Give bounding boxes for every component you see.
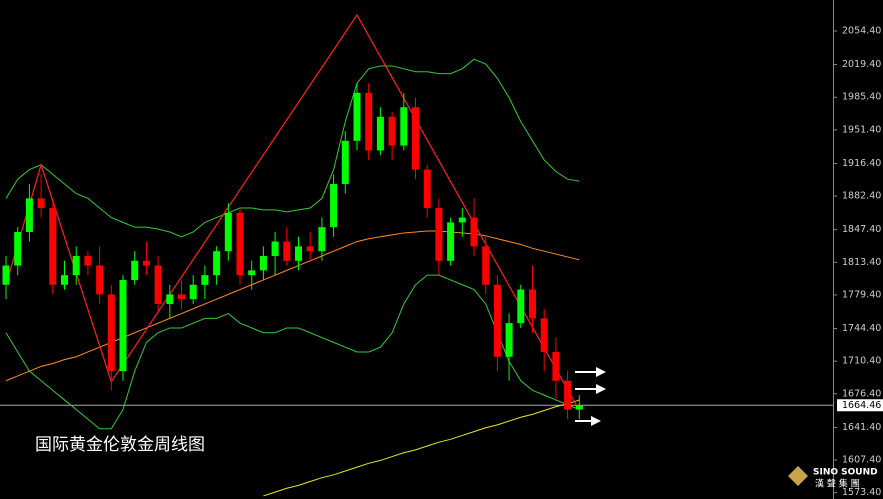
candle-body <box>224 212 232 252</box>
candle-body <box>84 255 92 266</box>
candle-body <box>423 169 431 208</box>
candle-body <box>505 323 513 357</box>
candle-body <box>400 107 408 146</box>
candle-body <box>166 294 174 304</box>
candle-body <box>119 279 127 372</box>
candle-body <box>213 251 221 276</box>
candle-body <box>365 92 373 151</box>
candle-body <box>412 107 419 170</box>
y-tick-label: 1882.40 <box>842 191 881 202</box>
y-tick-label: 1779.40 <box>842 289 881 300</box>
candle-body <box>189 284 197 300</box>
y-tick-label: 1744.40 <box>842 323 881 334</box>
candle-body <box>25 198 33 232</box>
y-tick-label: 1573.40 <box>842 487 881 498</box>
y-tick-label: 1985.40 <box>842 92 881 103</box>
candle-body <box>61 275 68 285</box>
chart-title: 国际黄金伦敦金周线图 <box>35 435 205 455</box>
candle-body <box>482 246 490 285</box>
candle-body <box>49 207 57 285</box>
candle-body <box>529 289 536 319</box>
candle-body <box>178 294 185 300</box>
candle-body <box>2 265 10 285</box>
candle-body <box>341 140 349 184</box>
candle-body <box>131 260 139 280</box>
candle-body <box>306 246 314 252</box>
y-tick-label: 1607.40 <box>842 455 881 466</box>
y-tick-label: 1676.40 <box>842 388 881 399</box>
candle-body <box>14 231 22 266</box>
candle-body <box>271 241 279 256</box>
candle-body <box>470 217 478 247</box>
candle-body <box>236 212 244 276</box>
y-tick-label: 1641.40 <box>842 422 881 433</box>
candle-body <box>248 270 256 276</box>
indicator-line <box>5 274 580 430</box>
candle-body <box>318 227 326 252</box>
y-tick-label: 1847.40 <box>842 224 881 235</box>
candle-body <box>107 294 115 372</box>
price-label: 1664.46 <box>842 400 881 411</box>
logo: SINO SOUND 漢 聲 集 團 <box>788 466 878 490</box>
candle-body <box>201 275 209 285</box>
candle-body <box>72 255 80 276</box>
indicator-line <box>5 58 580 238</box>
candle-body <box>283 241 291 261</box>
y-tick-label: 1951.40 <box>842 124 881 135</box>
candle-body <box>552 351 560 381</box>
arrows <box>575 367 606 426</box>
candle-body <box>458 217 466 223</box>
candle-body <box>353 92 361 141</box>
y-tick-label: 1813.40 <box>842 257 881 268</box>
candle-body <box>142 260 150 266</box>
candle-body <box>259 255 267 271</box>
logo-name: SINO SOUND <box>813 468 878 478</box>
y-tick-label: 2019.40 <box>842 59 881 70</box>
candle-body <box>540 318 548 352</box>
indicator-line <box>5 230 580 382</box>
indicator-line <box>263 399 580 497</box>
candle-body <box>96 265 104 295</box>
candle-body <box>154 265 162 304</box>
candle-body <box>447 222 455 261</box>
candle-body <box>564 380 572 410</box>
candle-body <box>330 183 338 228</box>
candle-body <box>295 246 302 261</box>
y-tick-label: 1916.40 <box>842 158 881 169</box>
y-tick-label: 1710.40 <box>842 356 881 367</box>
logo-sub: 漢 聲 集 團 <box>815 478 860 490</box>
candle-body <box>435 207 443 261</box>
candle-body <box>376 116 384 151</box>
price-badge <box>837 399 883 412</box>
y-tick-label: 2054.40 <box>842 26 881 37</box>
candle-body <box>388 116 396 146</box>
candle-body <box>493 284 501 357</box>
candle-body <box>575 405 583 410</box>
candle-body <box>37 198 45 208</box>
candle-body <box>517 289 525 324</box>
